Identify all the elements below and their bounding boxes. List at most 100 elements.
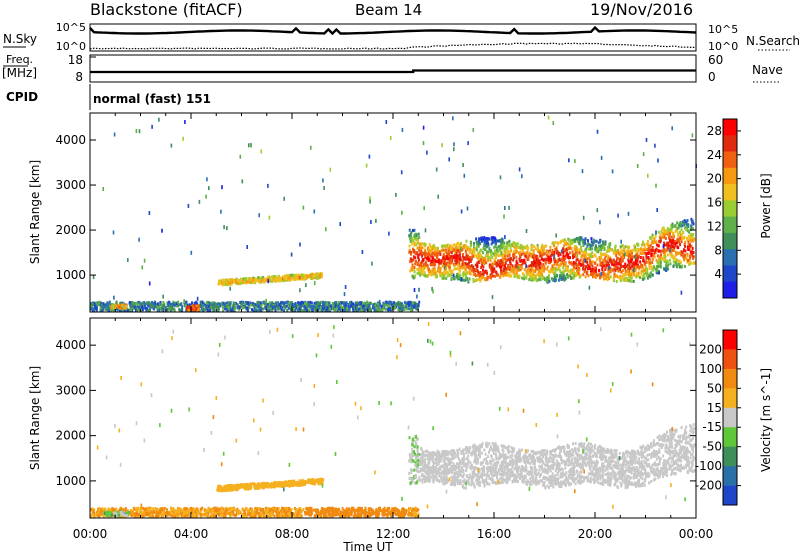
power-cell-2664 — [615, 260, 618, 264]
power-speckle-4435 — [547, 115, 550, 120]
power-cell-3926 — [528, 269, 531, 272]
power-cell-3853 — [458, 250, 461, 254]
power-cell-4327 — [411, 238, 414, 242]
power-cell-3001 — [588, 243, 591, 247]
power-speckle-4452 — [642, 152, 645, 157]
date-title: 19/Nov/2016 — [590, 0, 693, 19]
power-cell-4047 — [640, 265, 643, 269]
power-cell-4143 — [664, 237, 667, 240]
power-cell-3298 — [472, 265, 475, 269]
power-cell-4151 — [484, 247, 486, 251]
power-cell-3931 — [480, 261, 483, 265]
power-cell-1216 — [151, 304, 154, 308]
power-cell-2287 — [630, 266, 633, 270]
power-cell-3463 — [519, 266, 522, 270]
power-cell-2959 — [642, 277, 645, 281]
power-cell-3695 — [639, 260, 642, 264]
power-cell-4023 — [468, 257, 471, 261]
power-cell-2641 — [441, 256, 444, 260]
power-cell-3930 — [515, 249, 517, 253]
power-cell-743 — [184, 301, 187, 305]
power-cell-4257 — [645, 274, 648, 277]
power-cell-3848 — [487, 241, 490, 245]
power-cell-3799 — [428, 270, 430, 274]
power-cell-4293 — [566, 275, 569, 279]
power-cell-1136 — [180, 308, 183, 312]
power-cell-825 — [168, 305, 171, 309]
power-cell-3054 — [512, 254, 515, 258]
power-cell-1379 — [188, 308, 190, 312]
power-cell-4113 — [429, 270, 432, 273]
power-speckle-4462 — [568, 158, 570, 163]
power-cell-4010 — [599, 247, 602, 251]
power-cell-3358 — [568, 243, 571, 247]
power-cell-1145 — [225, 307, 228, 311]
power-cell-1198 — [290, 302, 292, 306]
power-cell-202 — [293, 309, 296, 313]
power-cell-3600 — [644, 246, 647, 250]
power-cell-1757 — [282, 279, 285, 283]
power-cell-4349 — [659, 260, 662, 264]
power-cell-2972 — [652, 254, 655, 258]
power-speckle-4445 — [426, 150, 428, 155]
power-cell-1323 — [123, 304, 126, 308]
power-cell-193 — [281, 308, 284, 312]
power-cell-1008 — [322, 302, 325, 306]
power-speckle-4444 — [645, 137, 648, 142]
power-cell-1680 — [220, 279, 223, 283]
power-cell-1072 — [227, 307, 230, 311]
power-cell-3895 — [559, 253, 562, 257]
power-cell-4388 — [432, 244, 435, 248]
power-cell-3671 — [687, 261, 690, 264]
power-cell-3417 — [479, 279, 482, 283]
noise-search-label: N.Search — [746, 34, 800, 48]
power-cell-878 — [105, 303, 108, 307]
power-cell-879 — [108, 306, 111, 310]
power-cell-1094 — [328, 301, 330, 305]
power-cell-4235 — [500, 259, 503, 263]
power-cell-253 — [359, 309, 362, 313]
power-cell-3440 — [468, 264, 471, 268]
power-cell-3610 — [531, 268, 534, 271]
power-cell-1768 — [262, 280, 265, 284]
power-cell-1983 — [439, 266, 442, 270]
power-cell-409 — [282, 301, 285, 305]
power-cell-4322 — [579, 258, 582, 262]
power-cell-3735 — [677, 246, 680, 250]
power-cell-4015 — [610, 259, 613, 263]
power-cell-1700 — [294, 278, 297, 281]
power-cell-3628 — [621, 255, 624, 259]
power-cell-2048 — [451, 270, 454, 273]
power-cell-3641 — [655, 243, 658, 247]
power-cell-3419 — [584, 268, 586, 272]
power-speckle-4406 — [431, 286, 433, 291]
power-cell-2968 — [498, 265, 501, 269]
power-cell-3989 — [419, 273, 422, 277]
power-cell-4164 — [643, 243, 646, 247]
power-cell-1622 — [295, 273, 298, 277]
power-cell-2914 — [631, 254, 633, 258]
power-cell-3439 — [658, 236, 661, 240]
power-cell-1638 — [313, 274, 316, 278]
power-cell-2571 — [412, 247, 414, 251]
power-cell-1230 — [356, 306, 359, 310]
power-cell-3766 — [652, 241, 655, 245]
power-speckle-4561 — [435, 167, 438, 172]
power-cell-3749 — [532, 277, 535, 281]
power-cell-3813 — [450, 261, 453, 265]
power-cell-3554 — [482, 246, 485, 250]
power-cell-614 — [388, 304, 390, 308]
power-cell-2505 — [560, 277, 563, 281]
power-cell-4123 — [512, 256, 515, 260]
power-cell-3719 — [534, 276, 537, 280]
beam-title: Beam 14 — [355, 1, 422, 19]
power-cell-4126 — [692, 239, 695, 243]
power-cell-2452 — [524, 276, 527, 279]
power-cell-3705 — [491, 266, 493, 270]
power-cell-4191 — [638, 275, 641, 279]
power-cell-2353 — [490, 263, 493, 267]
power-cell-1213 — [167, 300, 170, 304]
power-cell-4075 — [512, 241, 515, 245]
power-cell-2639 — [501, 272, 504, 276]
power-cell-3292 — [692, 261, 695, 265]
